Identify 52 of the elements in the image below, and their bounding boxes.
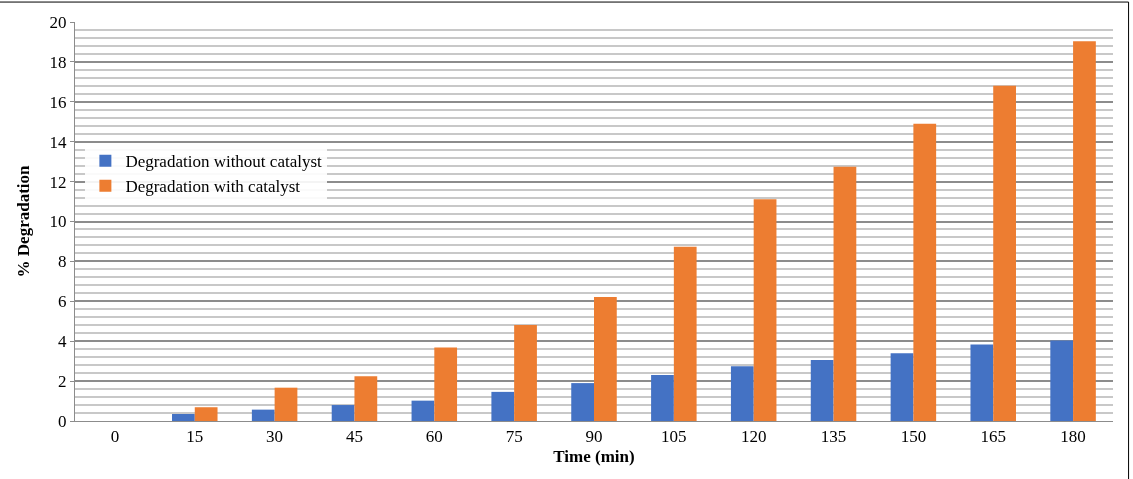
- y-tick-label: 20: [49, 12, 67, 32]
- legend-label: Degradation with catalyst: [125, 177, 301, 197]
- bar: [274, 387, 298, 421]
- y-tick-label: 6: [58, 292, 67, 312]
- y-tick-label: 10: [49, 212, 67, 232]
- x-tick-label: 165: [980, 427, 1006, 447]
- bar: [810, 359, 834, 421]
- x-tick-label: 60: [425, 427, 443, 447]
- bar: [411, 400, 435, 421]
- x-tick-label: 135: [820, 427, 847, 447]
- bar: [673, 246, 697, 421]
- bar: [651, 374, 674, 421]
- x-tick-label: 120: [740, 427, 767, 447]
- bar: [1073, 41, 1096, 421]
- y-tick-label: 12: [49, 172, 67, 192]
- bar: [833, 166, 857, 421]
- bar: [890, 353, 914, 421]
- y-tick-label: 8: [58, 252, 67, 272]
- bar: [354, 376, 378, 421]
- x-tick-label: 75: [505, 427, 523, 447]
- y-tick-label: 2: [58, 372, 67, 392]
- x-tick-label: 30: [266, 427, 284, 447]
- bar: [251, 409, 275, 421]
- y-tick-label: 14: [49, 132, 68, 152]
- bar: [514, 325, 537, 421]
- x-tick-label: 45: [345, 427, 363, 447]
- bar: [434, 347, 458, 421]
- bar: [1050, 340, 1074, 421]
- bar: [730, 366, 754, 421]
- bar: [194, 407, 218, 421]
- x-axis-title: Time (min): [553, 446, 635, 466]
- y-tick-label: 16: [49, 92, 67, 112]
- x-tick-label: 0: [110, 427, 120, 447]
- x-tick-label: 90: [585, 427, 603, 447]
- x-tick-label: 150: [900, 427, 927, 447]
- bar: [913, 123, 937, 421]
- x-tick-label: 15: [186, 427, 204, 447]
- bar: [970, 344, 994, 421]
- y-axis-title: % Degradation: [14, 165, 34, 278]
- bar: [571, 383, 594, 421]
- bar: [993, 85, 1016, 421]
- legend-label: Degradation without catalyst: [125, 152, 323, 172]
- bar: [491, 391, 515, 421]
- y-tick-label: 0: [58, 411, 67, 431]
- bar: [594, 296, 617, 421]
- bar: [331, 405, 355, 421]
- x-tick-label: 180: [1060, 427, 1086, 447]
- bar: [172, 414, 195, 421]
- bar: [753, 199, 777, 421]
- y-tick-label: 4: [58, 332, 68, 352]
- y-tick-label: 18: [49, 52, 67, 72]
- x-tick-label: 105: [661, 427, 687, 447]
